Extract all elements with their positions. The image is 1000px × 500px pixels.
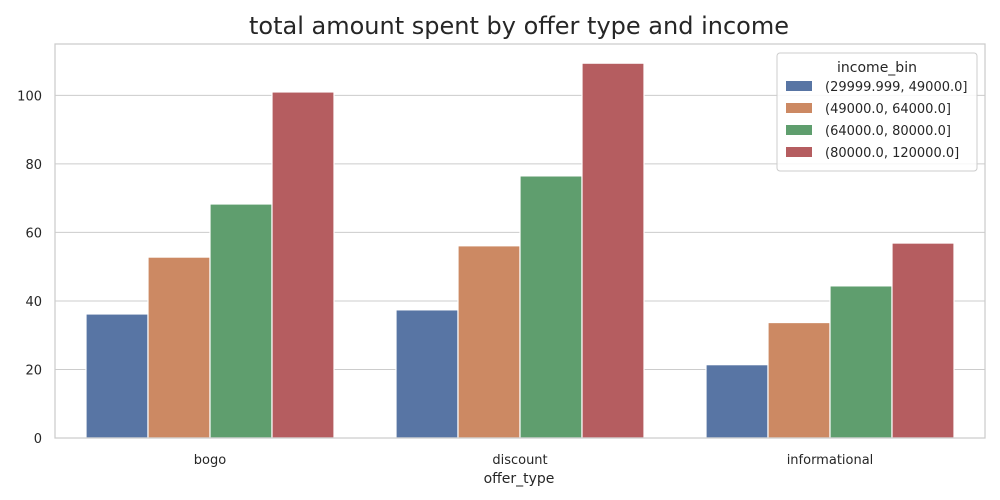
x-tick-label: bogo [194,453,226,468]
y-tick-label: 20 [25,363,42,378]
bar [395,309,459,439]
y-tick-label: 40 [25,295,42,310]
bar [271,91,335,439]
legend-entry: (29999.999, 49000.0] [825,80,967,95]
y-tick-label: 100 [17,89,42,104]
y-tick-label: 0 [34,432,42,447]
y-axis-ticks: 0 20 40 60 80 100 [17,89,42,447]
bar [767,321,831,439]
legend-entry: (49000.0, 64000.0] [825,102,951,117]
bar [519,175,583,439]
legend-title: income_bin [837,60,917,76]
bar [147,256,211,439]
y-tick-label: 80 [25,158,42,173]
legend-swatch [786,103,812,113]
y-tick-label: 60 [25,226,42,241]
bar [891,242,955,439]
legend-swatch [786,125,812,135]
legend-box [776,52,978,172]
bar [209,203,273,439]
bar [705,364,769,439]
x-tick-label: discount [492,453,547,468]
bar [85,313,149,439]
bar [829,285,893,439]
legend-swatch [786,81,812,91]
plot-frame [54,43,986,439]
bar [581,62,645,439]
legend: income_bin (29999.999, 49000.0] (49000.0, … [776,52,978,172]
x-axis-label: offer_type [484,471,555,487]
legend-swatch [786,147,812,157]
bars [85,62,955,439]
x-axis-ticks: bogo discount informational [194,453,874,468]
legend-entry: (80000.0, 120000.0] [825,146,959,161]
legend-entry: (64000.0, 80000.0] [825,124,951,139]
bar [457,245,521,439]
x-tick-label: informational [787,453,874,468]
chart-title: total amount spent by offer type and inc… [249,12,789,40]
